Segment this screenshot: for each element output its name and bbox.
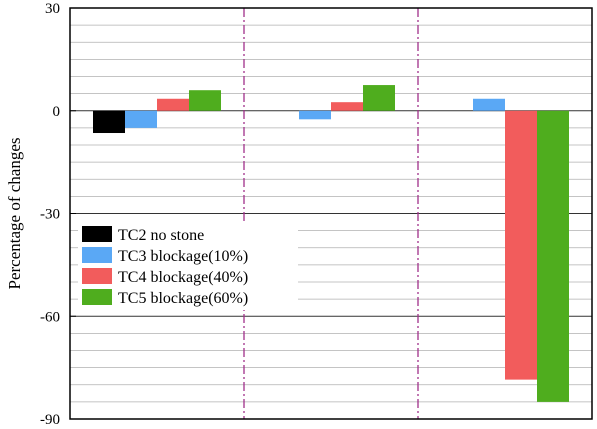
bar <box>363 85 395 111</box>
legend-swatch <box>82 289 112 305</box>
legend-label: TC5 blockage(60%) <box>118 290 248 307</box>
bar <box>473 98 505 111</box>
bar <box>125 110 157 128</box>
y-tick-label: -60 <box>40 309 60 325</box>
bars <box>93 85 569 402</box>
y-tick-label: -90 <box>40 412 60 428</box>
legend-label: TC2 no stone <box>118 227 204 244</box>
bar <box>537 110 569 402</box>
bar <box>331 102 363 111</box>
bar <box>93 110 125 134</box>
y-tick-label: 0 <box>53 104 61 120</box>
legend-swatch <box>82 247 112 263</box>
y-tick-label: 30 <box>45 1 60 17</box>
y-axis-label: Percentage of changes <box>5 138 24 290</box>
group-separators <box>243 8 419 419</box>
legend-swatch <box>82 226 112 242</box>
bar <box>505 110 537 380</box>
legend-label: TC4 blockage(40%) <box>118 269 248 286</box>
legend-swatch <box>82 268 112 284</box>
y-axis-ticks: 30 0 -30 -60 -90 <box>40 1 76 428</box>
bar <box>157 98 189 111</box>
legend-label: TC3 blockage(10%) <box>118 248 248 265</box>
bar <box>189 90 221 111</box>
legend: TC2 no stone TC3 blockage(10%) TC4 blockag… <box>78 222 298 310</box>
legend-background <box>78 222 298 310</box>
y-tick-label: -30 <box>40 207 60 223</box>
bar <box>299 110 331 120</box>
